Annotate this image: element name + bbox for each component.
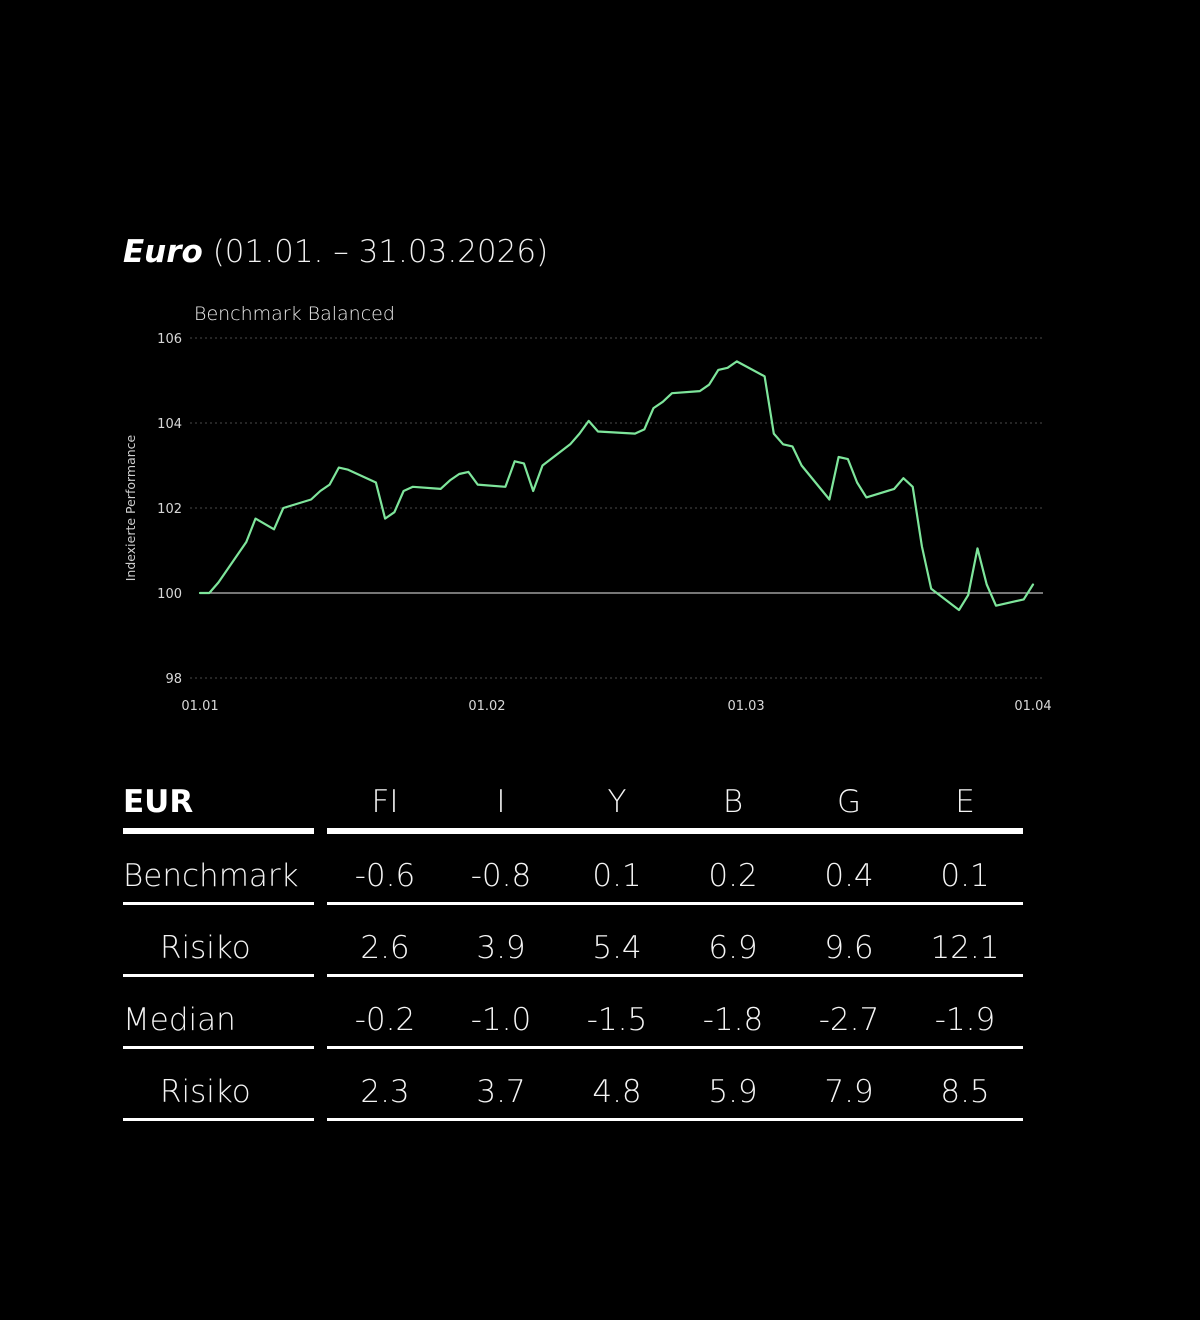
table-cell: 0.4 <box>824 858 874 894</box>
chart-title: Euro (01.01. – 31.03.2026) <box>123 234 548 270</box>
header-rule-values <box>327 828 1023 834</box>
y-tick-label: 106 <box>157 332 182 347</box>
table-cell: 0.1 <box>592 858 642 894</box>
y-tick-label: 98 <box>165 672 182 687</box>
row-rule-values <box>327 974 1023 977</box>
x-tick-label: 01.04 <box>1014 699 1051 714</box>
table-cell: 3.7 <box>476 1074 526 1110</box>
table-row: Median -0.2 -1.0 -1.5 -1.8 -2.7 -1.9 <box>0 992 1200 1064</box>
row-rule-label <box>123 1046 314 1049</box>
table-row: Risiko 2.6 3.9 5.4 6.9 9.6 12.1 <box>0 920 1200 992</box>
column-header: B <box>722 784 744 820</box>
table-cell: -2.7 <box>818 1002 880 1038</box>
y-tick-label: 102 <box>157 502 182 517</box>
column-header: FI <box>371 784 399 820</box>
table-cell: 7.9 <box>824 1074 874 1110</box>
y-tick-label: 100 <box>157 587 182 602</box>
x-tick-label: 01.02 <box>468 699 505 714</box>
x-tick-label: 01.03 <box>727 699 764 714</box>
column-header: Y <box>607 784 627 820</box>
table-row: Risiko 2.3 3.7 4.8 5.9 7.9 8.5 <box>0 1064 1200 1136</box>
table-cell: -1.8 <box>702 1002 764 1038</box>
chart-subtitle: Benchmark Balanced <box>194 303 395 325</box>
table-header-row: EUR FI I Y B G E <box>0 774 1200 846</box>
title-emphasis: Euro <box>123 234 203 270</box>
row-rule-values <box>327 1118 1023 1121</box>
row-rule-label <box>123 1118 314 1121</box>
row-rule-values <box>327 1046 1023 1049</box>
table-cell: 5.9 <box>708 1074 758 1110</box>
row-label: Risiko <box>160 1074 251 1110</box>
table-cell: 6.9 <box>708 930 758 966</box>
table-cell: 0.2 <box>708 858 758 894</box>
table-cell: -1.9 <box>934 1002 996 1038</box>
y-ticks: 98 100 102 104 106 <box>157 332 182 687</box>
table-cell: 3.9 <box>476 930 526 966</box>
column-header: E <box>955 784 975 820</box>
row-label: Median <box>123 1002 236 1038</box>
series-layer <box>198 360 1035 612</box>
y-axis-label: Indexierte Performance <box>123 434 138 581</box>
table-row: Benchmark -0.6 -0.8 0.1 0.2 0.4 0.1 <box>0 848 1200 920</box>
table-cell: -0.8 <box>470 858 532 894</box>
table-cell: -0.6 <box>354 858 416 894</box>
table-cell: 5.4 <box>592 930 642 966</box>
x-tick-label: 01.01 <box>181 699 218 714</box>
table-cell: 12.1 <box>930 930 1000 966</box>
table-cell: 9.6 <box>824 930 874 966</box>
table-cell: 4.8 <box>592 1074 642 1110</box>
table-cell: -1.0 <box>470 1002 532 1038</box>
y-tick-label: 104 <box>157 417 182 432</box>
series-line <box>198 360 1035 612</box>
table-header-label: EUR <box>123 784 194 820</box>
header-rule-label <box>123 828 314 834</box>
column-header: I <box>496 784 506 820</box>
x-ticks: 01.01 01.02 01.03 01.04 <box>181 699 1051 714</box>
line-chart: Benchmark Balanced Indexierte Performanc… <box>123 303 1052 714</box>
column-header: G <box>836 784 862 820</box>
table-cell: 0.1 <box>940 858 990 894</box>
title-period: (01.01. – 31.03.2026) <box>212 234 549 270</box>
row-rule-label <box>123 974 314 977</box>
table-cell: 2.6 <box>360 930 410 966</box>
table-cell: -1.5 <box>586 1002 648 1038</box>
row-label: Risiko <box>160 930 251 966</box>
table-cell: 2.3 <box>360 1074 410 1110</box>
grid <box>190 337 1043 679</box>
row-label: Benchmark <box>123 858 299 894</box>
row-rule-values <box>327 902 1023 905</box>
table-cell: -0.2 <box>354 1002 416 1038</box>
table-cell: 8.5 <box>940 1074 990 1110</box>
row-rule-label <box>123 902 314 905</box>
